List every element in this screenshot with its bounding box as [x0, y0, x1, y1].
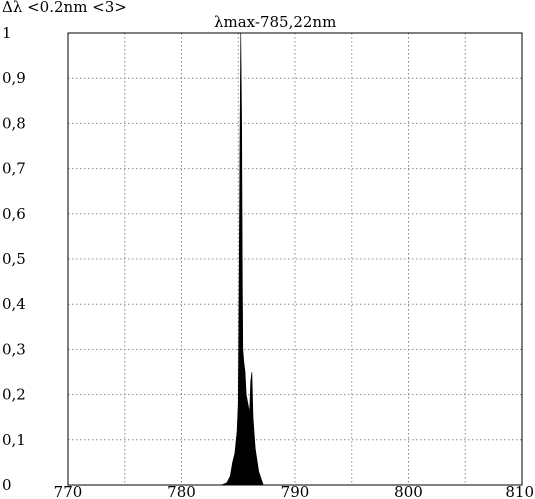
- y-tick-label: 0,7: [2, 160, 26, 178]
- x-tick-label: 810: [505, 483, 534, 499]
- x-axis: 770 780 790 800 810: [54, 483, 534, 499]
- y-tick-label: 0,6: [2, 205, 26, 223]
- series-area: [221, 32, 264, 486]
- y-tick-label: 1: [2, 24, 12, 42]
- y-tick-label: 0,9: [2, 69, 26, 87]
- y-axis: 0 0,1 0,2 0,3 0,4 0,5 0,6 0,7 0,8 0,9 1: [2, 24, 26, 494]
- x-tick-label: 770: [54, 483, 83, 499]
- y-tick-label: 0,8: [2, 114, 26, 132]
- y-tick-label: 0,1: [2, 431, 26, 449]
- plot-frame: [67, 32, 523, 486]
- x-tick-label: 800: [394, 483, 423, 499]
- y-tick-label: 0,5: [2, 250, 26, 268]
- spectrum-area: [221, 32, 264, 486]
- grid: [68, 33, 522, 485]
- y-tick-label: 0,4: [2, 295, 26, 313]
- y-tick-label: 0: [2, 476, 12, 494]
- y-tick-label: 0,2: [2, 386, 26, 404]
- resolution-text: Δλ <0.2nm <3>: [2, 0, 127, 16]
- x-tick-label: 780: [167, 483, 196, 499]
- y-tick-label: 0,3: [2, 340, 26, 358]
- x-tick-label: 790: [281, 483, 310, 499]
- peak-label: λmax-785,22nm: [214, 13, 336, 31]
